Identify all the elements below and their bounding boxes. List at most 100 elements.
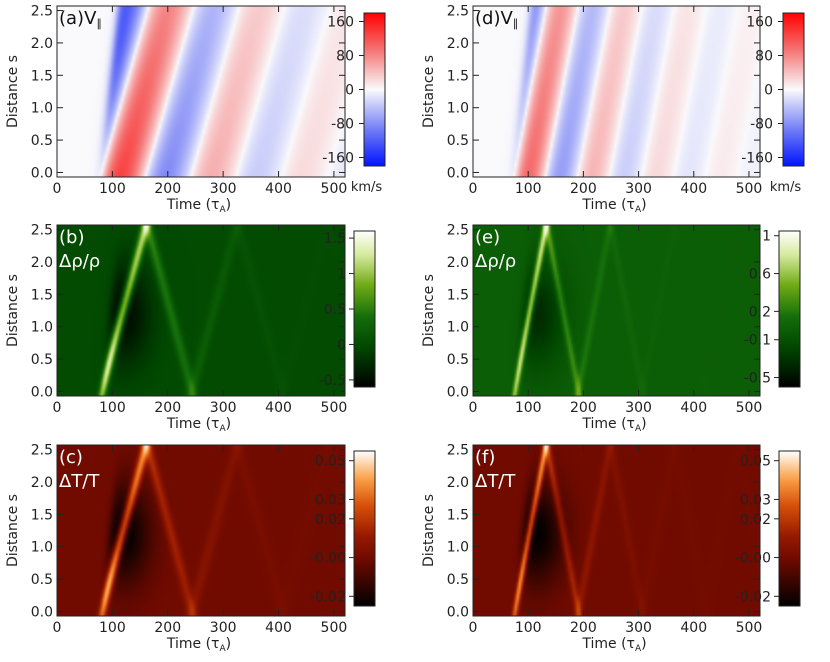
colorbar-a: 160 80 0 -80 -160 km/s <box>322 12 386 195</box>
x-axis-label: Time (τA) <box>581 636 646 654</box>
x-tick-label: 200 <box>154 181 181 197</box>
x-tick-label: 100 <box>99 620 126 636</box>
y-tick-label: 1.5 <box>31 68 53 84</box>
y-tick-label: 0.5 <box>31 572 53 588</box>
y-tick-label: 1.0 <box>31 540 53 556</box>
y-tick-label: 0.0 <box>31 165 53 181</box>
colorbar-tick-label: 0.03 <box>740 492 771 508</box>
panel-label: (a)V∥ <box>59 8 102 30</box>
y-axis-label: Distance s <box>421 494 437 567</box>
colorbar-tick-label: -80 <box>331 117 354 133</box>
x-tick-label: 500 <box>321 620 348 636</box>
heatmap-d <box>473 6 760 177</box>
y-tick-label: 0.5 <box>447 133 469 149</box>
y-tick-label: 2.0 <box>31 475 53 491</box>
panel-quantity-label: Δρ/ρ <box>475 251 516 272</box>
y-tick-label: 1.5 <box>447 507 469 523</box>
x-tick-label: 100 <box>515 620 542 636</box>
colorbar-gradient <box>363 12 386 167</box>
x-tick-label: 400 <box>680 400 707 416</box>
y-tick-label: 1.5 <box>447 68 469 84</box>
y-tick-label: 0.5 <box>447 352 469 368</box>
x-tick-label: 400 <box>680 181 707 197</box>
colorbar-d: 160 80 0 -80 -160 km/s <box>741 12 805 195</box>
y-tick-label: 2.5 <box>31 4 53 20</box>
colorbar-tick-label: 0 <box>345 83 354 99</box>
x-tick-label: 100 <box>99 400 126 416</box>
y-tick-label: 1.0 <box>447 320 469 336</box>
colorbar-tick-label: -0.00 <box>735 551 771 567</box>
colorbar-tick-label: 1 <box>337 267 346 283</box>
x-tick-label: 0 <box>53 400 62 416</box>
colorbar-tick-label: 1.5 <box>324 231 346 247</box>
y-tick-label: 0.0 <box>447 384 469 400</box>
y-tick-label: 2.5 <box>447 4 469 20</box>
x-tick-label: 100 <box>515 181 542 197</box>
x-axis-label: Time (τA) <box>166 416 231 434</box>
x-tick-label: 400 <box>265 181 292 197</box>
colorbar-gradient <box>778 230 801 388</box>
y-tick-label: 2.5 <box>31 223 53 239</box>
y-tick-label: 0.0 <box>31 384 53 400</box>
y-axis-label: Distance s <box>5 494 21 567</box>
y-tick-label: 0.0 <box>447 604 469 620</box>
y-tick-label: 1.0 <box>31 101 53 117</box>
panel-label: (f) <box>475 447 495 468</box>
x-tick-label: 400 <box>265 400 292 416</box>
colorbar-tick-label: -0.02 <box>310 589 346 605</box>
panel-c: 0 100 200 300 400 500 0.0 0.5 1.0 1.5 2.0 2.5 Time (… <box>5 443 376 654</box>
heatmap-a <box>57 6 345 177</box>
colorbar-gradient <box>782 12 805 167</box>
x-tick-label: 0 <box>53 620 62 636</box>
y-tick-label: 2.5 <box>31 443 53 459</box>
x-tick-label: 400 <box>680 620 707 636</box>
colorbar-gradient <box>778 450 801 607</box>
heatmap-e <box>473 225 760 396</box>
colorbar-tick-label: 0 <box>764 83 773 99</box>
colorbar-tick-label: 0.03 <box>315 492 346 508</box>
colorbar-tick-label: 0 <box>337 337 346 353</box>
heatmap-b <box>57 225 345 396</box>
x-tick-label: 200 <box>154 400 181 416</box>
colorbar-tick-label: 0.05 <box>740 454 771 470</box>
y-tick-label: 0.5 <box>31 133 53 149</box>
plot-frame <box>56 444 346 617</box>
plot-frame <box>56 5 346 178</box>
y-tick-label: 1.5 <box>31 287 53 303</box>
panel-quantity-label: ΔT/T <box>59 471 100 492</box>
colorbar-tick-label: -0.5 <box>319 373 346 389</box>
colorbar-tick-label: 80 <box>755 49 773 65</box>
colorbar-tick-label: 1 <box>762 229 771 245</box>
x-tick-label: 400 <box>265 620 292 636</box>
y-tick-label: 2.0 <box>447 475 469 491</box>
x-tick-label: 300 <box>625 400 652 416</box>
x-tick-label: 0 <box>469 620 478 636</box>
y-tick-label: 0.0 <box>31 604 53 620</box>
y-tick-label: 0.5 <box>31 352 53 368</box>
x-axis-label: Time (τA) <box>166 197 231 215</box>
y-axis-label: Distance s <box>421 55 437 128</box>
heatmap-f <box>473 445 760 616</box>
colorbar-f: 0.05 0.03 0.02 -0.00 -0.02 <box>735 450 801 607</box>
colorbar-unit: km/s <box>770 180 802 195</box>
x-tick-label: 500 <box>736 620 763 636</box>
x-tick-label: 300 <box>210 400 237 416</box>
x-tick-label: 0 <box>53 181 62 197</box>
panel-quantity-label: Δρ/ρ <box>59 251 100 272</box>
colorbar-tick-label: 0.5 <box>324 302 346 318</box>
panel-label: (d)V∥ <box>475 8 518 30</box>
x-tick-label: 500 <box>736 400 763 416</box>
panel-e: 0 100 200 300 400 500 0.0 0.5 1.0 1.5 2.0 2.5 Time (… <box>421 223 801 434</box>
x-tick-label: 0 <box>469 181 478 197</box>
x-tick-label: 300 <box>625 181 652 197</box>
x-tick-label: 300 <box>625 620 652 636</box>
colorbar-gradient <box>353 450 376 607</box>
plot-frame <box>472 444 761 617</box>
panel-label: (c) <box>59 447 83 468</box>
x-tick-label: 500 <box>321 400 348 416</box>
panel-d: 0 100 200 300 400 500 0.0 0.5 1.0 1.5 2.0 2.5 Time (… <box>421 4 805 215</box>
x-tick-label: 0 <box>469 400 478 416</box>
colorbar-tick-label: -160 <box>741 151 773 167</box>
y-tick-label: 0.0 <box>447 165 469 181</box>
